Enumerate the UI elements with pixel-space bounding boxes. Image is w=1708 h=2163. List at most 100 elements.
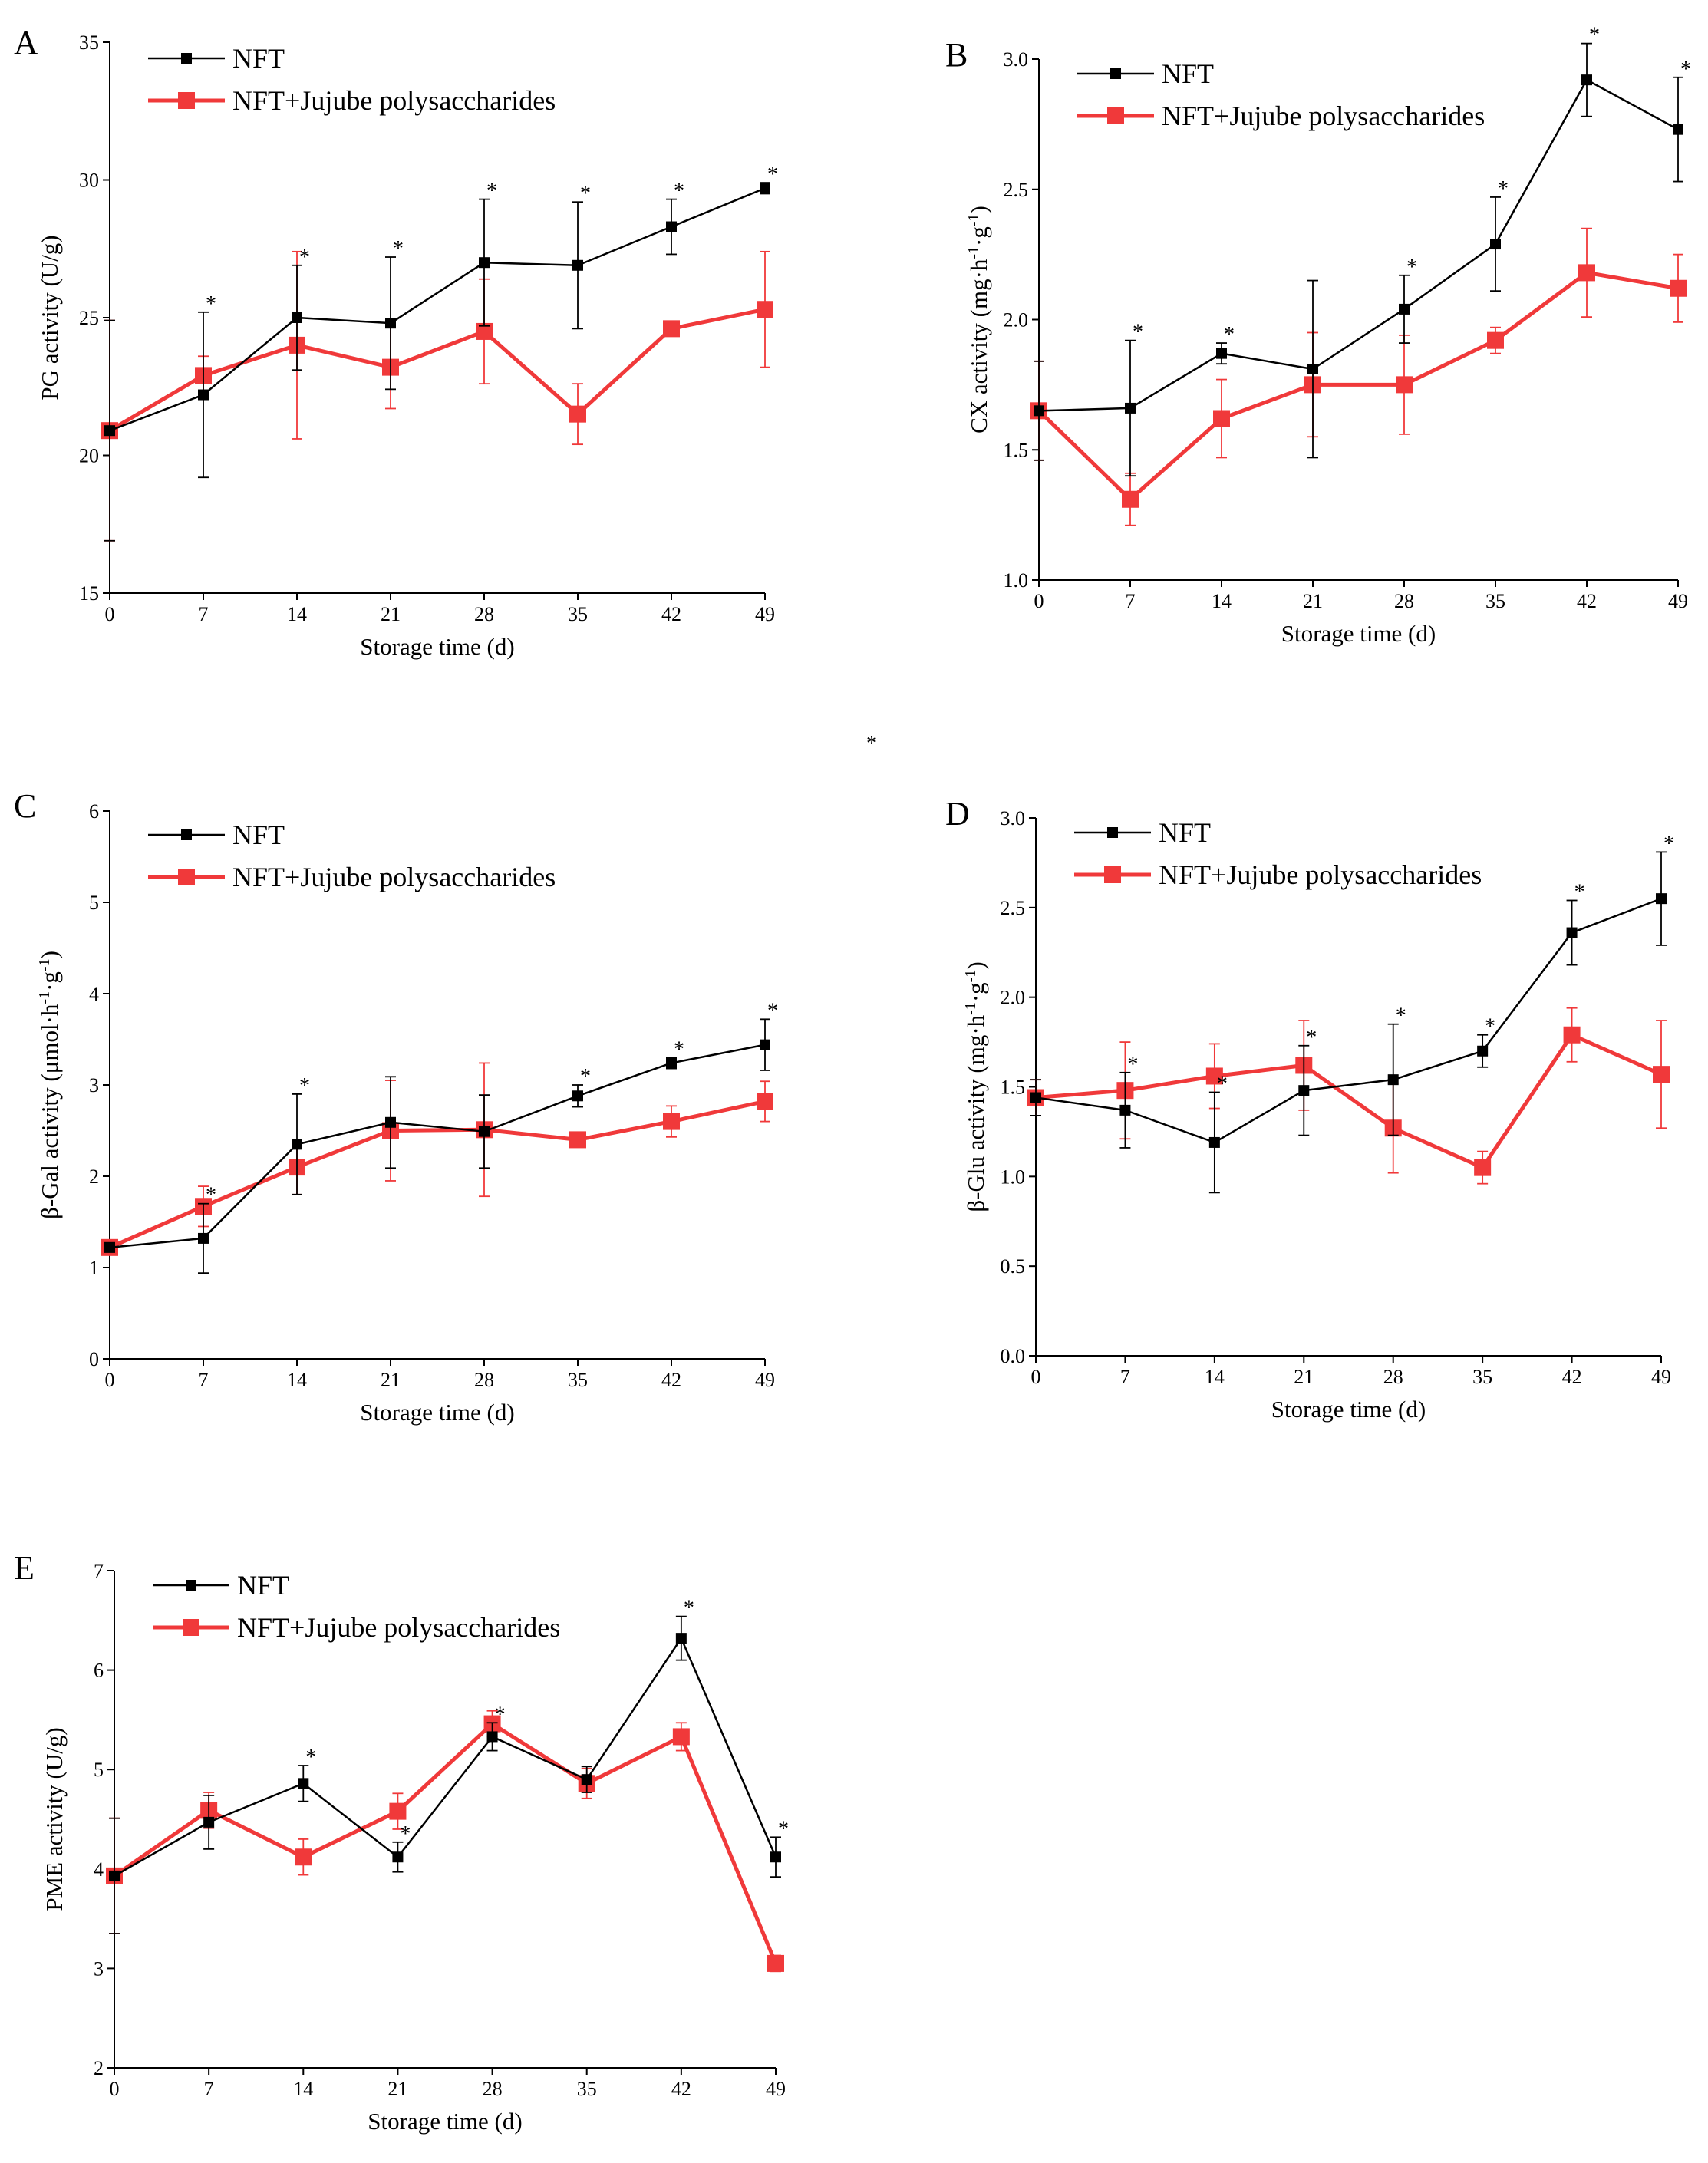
series-line [113, 1722, 778, 1964]
data-point [109, 1870, 120, 1881]
legend-label: NFT [237, 1570, 289, 1601]
x-tick-label: 28 [1383, 1366, 1403, 1388]
data-point [292, 312, 302, 323]
panel-letter: C [14, 787, 36, 825]
data-point [569, 405, 586, 423]
data-point [385, 1116, 396, 1128]
series-line [109, 1044, 766, 1249]
data-point [1216, 348, 1227, 359]
y-tick-label: 25 [79, 307, 99, 329]
y-tick-label: 3 [89, 1074, 99, 1096]
data-point [198, 1232, 209, 1244]
legend-marker [1107, 827, 1118, 838]
data-point [663, 1113, 680, 1130]
significance-mark: * [305, 1746, 316, 1769]
panel-letter: B [945, 36, 968, 74]
y-axis-title: PME activity (U/g) [41, 1727, 68, 1911]
significance-mark: * [1498, 177, 1509, 201]
y-axis-title: CX activity (mg·h-1·g-1) [965, 206, 992, 434]
x-axis-title: Storage time (d) [1271, 1396, 1426, 1423]
series-line [1035, 897, 1662, 1144]
x-tick-label: 7 [199, 603, 209, 625]
y-tick-label: 2.0 [1001, 987, 1026, 1009]
data-point [104, 1241, 115, 1253]
data-point [1396, 376, 1413, 394]
significance-mark: * [778, 1817, 789, 1841]
legend-label: NFT [1159, 817, 1211, 848]
x-tick-label: 14 [287, 1369, 307, 1391]
significance-mark: * [1485, 1015, 1495, 1039]
significance-mark: * [674, 1037, 684, 1061]
legend-marker [178, 869, 195, 885]
chart-panel-e: E 2 3 4 5 6 7 0 7 14 21 28 35 42 49 Storage time (d) PME… [14, 1549, 789, 2135]
legend-marker [186, 1580, 196, 1591]
significance-mark: * [1224, 323, 1235, 347]
data-point [672, 1728, 690, 1746]
y-tick-label: 3 [94, 1957, 104, 1980]
series-line [1037, 270, 1679, 502]
series-line [109, 187, 766, 432]
data-point [572, 259, 583, 271]
data-point [1673, 124, 1683, 135]
x-tick-label: 49 [755, 603, 775, 625]
x-tick-label: 42 [1562, 1366, 1582, 1388]
significance-mark: * [1133, 321, 1143, 345]
x-tick-label: 21 [381, 603, 401, 625]
y-tick-label: 0.0 [1001, 1345, 1026, 1367]
legend: NFT NFT+Jujube polysaccharides [1077, 58, 1485, 131]
significance-mark: * [1396, 1004, 1406, 1028]
series-nft [109, 1615, 781, 1934]
data-point [479, 1126, 490, 1137]
y-tick-label: 15 [79, 582, 99, 605]
legend-label: NFT+Jujube polysaccharides [1162, 101, 1485, 131]
x-tick-label: 28 [483, 2078, 503, 2100]
data-point [1566, 927, 1578, 938]
x-tick-label: 21 [387, 2078, 407, 2100]
x-tick-label: 0 [1034, 590, 1044, 612]
significance-mark: * [206, 292, 216, 316]
significance-mark: * [206, 1184, 216, 1208]
legend-marker [1107, 107, 1124, 124]
series-nft [104, 1018, 770, 1274]
data-point [572, 1090, 583, 1102]
series-nft-plus-jujube-polysaccharides [1030, 227, 1687, 526]
y-tick-label: 3.0 [1001, 807, 1026, 829]
significance-mark: * [1574, 880, 1585, 904]
x-tick-label: 14 [1212, 590, 1232, 612]
data-point [295, 1848, 312, 1866]
data-point [1490, 239, 1501, 250]
x-axis-title: Storage time (d) [360, 1399, 514, 1426]
x-tick-label: 35 [1485, 590, 1505, 612]
series-nft-plus-jujube-polysaccharides [101, 1062, 773, 1256]
y-tick-label: 35 [79, 31, 99, 54]
legend-marker [183, 1619, 199, 1636]
y-tick-label: 0 [89, 1348, 99, 1370]
series-line [108, 307, 766, 433]
series-nft [1034, 42, 1683, 477]
x-tick-label: 21 [1303, 590, 1323, 612]
x-tick-label: 0 [105, 1369, 115, 1391]
significance-mark: * [767, 163, 778, 186]
series-nft [104, 182, 770, 542]
significance-mark: * [495, 1703, 506, 1726]
data-point [1034, 405, 1044, 417]
x-tick-label: 42 [661, 603, 681, 625]
y-tick-label: 7 [94, 1560, 104, 1582]
data-point [389, 1802, 407, 1820]
x-axis-title: Storage time (d) [1281, 620, 1436, 647]
x-tick-label: 14 [287, 603, 307, 625]
series-line [1038, 78, 1679, 412]
data-point [1653, 1066, 1670, 1083]
data-point [1670, 279, 1687, 297]
y-tick-label: 4 [89, 983, 99, 1005]
y-tick-label: 2.5 [1001, 897, 1026, 919]
series-nft [1030, 851, 1667, 1194]
x-tick-label: 7 [204, 2078, 214, 2100]
y-tick-label: 1.5 [1004, 439, 1029, 461]
significance-mark: * [400, 1822, 411, 1846]
y-tick-label: 0.5 [1001, 1255, 1026, 1278]
data-point [1205, 1067, 1223, 1085]
x-tick-label: 7 [1126, 590, 1136, 612]
legend-marker [181, 829, 192, 840]
data-point [486, 1731, 498, 1743]
